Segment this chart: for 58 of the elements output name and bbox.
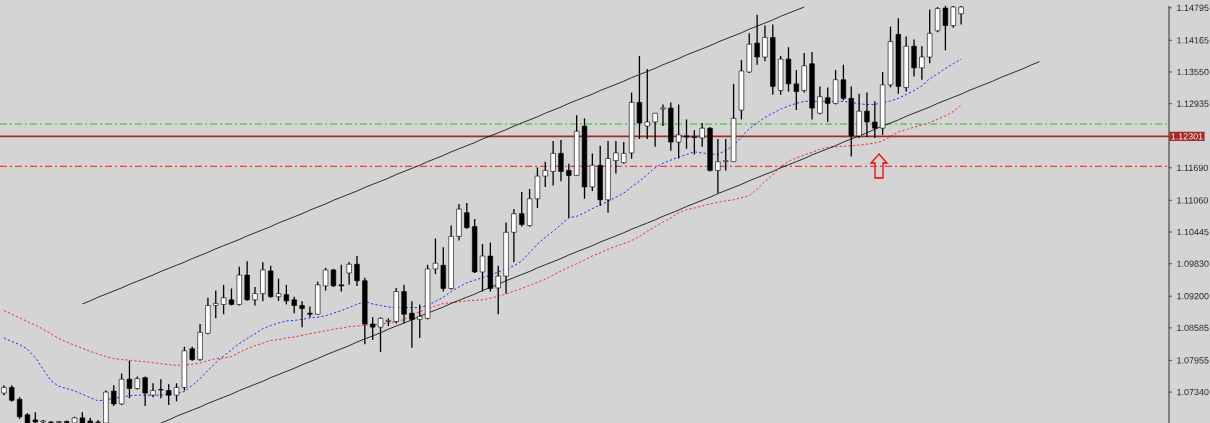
candlestick [370,316,376,341]
y-tick-label: 1.11690 [1177,164,1208,172]
candlestick [213,289,219,320]
candlestick [511,208,517,263]
y-tick-label: 1.10445 [1177,228,1209,236]
y-tick-label: 1.07340 [1177,388,1209,396]
candlestick [409,300,415,349]
y-tick-label: 1.13550 [1177,68,1209,76]
candlestick [307,305,313,318]
candlestick [950,5,956,29]
candlestick [495,265,501,315]
candlestick [613,140,619,175]
candlestick [652,112,658,148]
candlestick [919,45,925,81]
candlestick [660,103,666,127]
candlestick [911,38,917,78]
candlestick [550,140,556,187]
candlestick [464,202,470,230]
candlestick [354,255,360,287]
candlestick [142,375,148,407]
candlestick [872,100,878,139]
y-tick-label: 1.09200 [1177,293,1209,300]
candlestick [542,161,548,188]
candlestick [252,286,258,307]
candlestick [715,138,721,194]
y-tick-label: 1.14795 [1177,4,1209,11]
candlestick [958,5,964,26]
candlestick [825,86,831,123]
candlestick [644,68,650,140]
y-tick-label: 1.14165 [1177,37,1209,44]
candlestick [158,378,164,399]
candlestick [417,303,423,339]
candlestick [440,246,446,293]
candlestick [299,300,305,328]
candlestick [111,384,117,407]
candlestick [566,163,572,219]
candlestick [699,122,705,148]
candlestick [762,24,768,62]
candlestick [754,14,760,66]
candlestick [260,261,266,302]
y-tick-label: 1.12935 [1177,100,1209,107]
y-tick-label: 1.07955 [1177,357,1209,364]
ref-line-label: 1.12301 [1171,133,1203,140]
candlestick [338,264,344,293]
candlestick [519,191,525,228]
candlestick [817,85,823,115]
y-tick-label: 1.11060 [1177,197,1208,204]
candlestick [401,284,407,325]
candlestick [864,91,870,138]
candlestick [927,8,933,64]
y-tick-label: 1.09830 [1177,260,1209,267]
y-tick-label: 1.08585 [1177,324,1209,332]
candlestick [621,141,627,165]
candlestick [723,138,729,172]
candlestick [558,139,564,182]
candlestick [166,383,172,406]
candlestick [346,261,352,286]
line-series [3,104,962,366]
